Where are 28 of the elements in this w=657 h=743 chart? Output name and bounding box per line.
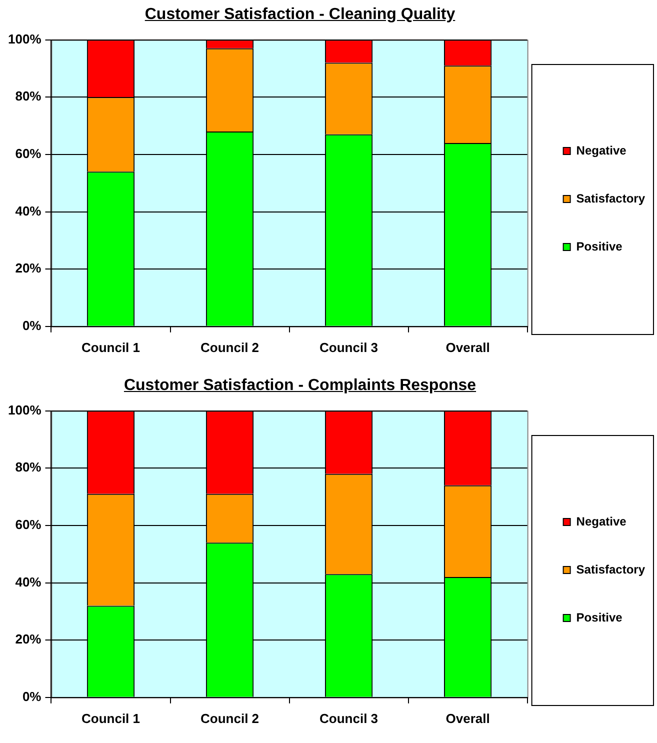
chart-title: Customer Satisfaction - Complaints Response <box>122 376 478 396</box>
y-tick-label: 80% <box>15 460 42 475</box>
y-tick-label: 0% <box>22 688 42 704</box>
legend-label: Positive <box>576 610 623 624</box>
x-tick-label: Overall <box>446 710 490 726</box>
chart-title: Customer Satisfaction - Cleaning Quality <box>144 5 456 25</box>
y-tick-label: 0% <box>22 318 42 333</box>
x-tick-label: Council 1 <box>82 710 140 726</box>
legend-label: Satisfactory <box>576 191 646 206</box>
x-tick-label: Council 1 <box>82 340 140 355</box>
legend-label: Negative <box>576 514 627 528</box>
y-tick-label: 20% <box>15 632 42 647</box>
y-tick-label: 60% <box>15 517 42 532</box>
x-tick-label: Council 3 <box>320 710 378 726</box>
y-tick-label: 40% <box>15 203 42 218</box>
y-tick-label: 40% <box>15 574 42 590</box>
y-tick-label: 100% <box>8 31 42 46</box>
x-tick-label: Council 2 <box>200 340 260 355</box>
y-tick-label: 100% <box>8 402 42 418</box>
y-tick-label: 60% <box>15 146 42 162</box>
y-tick-label: 20% <box>15 260 42 276</box>
x-tick-label: Council 2 <box>200 710 260 726</box>
y-tick-label: 80% <box>15 88 42 104</box>
legend-label: Negative <box>576 143 627 158</box>
x-tick-label: Overall <box>446 340 490 355</box>
legend-label: Satisfactory <box>576 562 646 576</box>
x-tick-label: Council 3 <box>320 340 378 355</box>
legend-label: Positive <box>576 239 623 254</box>
